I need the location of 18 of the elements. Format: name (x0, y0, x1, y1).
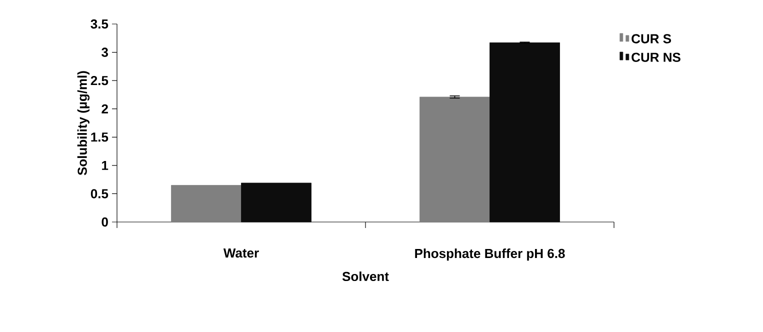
x-tick-label: Phosphate Buffer pH 6.8 (415, 248, 565, 261)
y-tick-label: 1 (102, 160, 108, 170)
bar (490, 42, 560, 222)
y-tick-label: 1.5 (91, 132, 108, 142)
y-tick-label: 3 (102, 48, 108, 57)
legend-label: CUR S (632, 34, 672, 44)
y-tick-label: 2.5 (90, 76, 108, 86)
x-tick-label: Water (223, 248, 259, 258)
x-axis-title: Solvent (342, 272, 389, 282)
bar (241, 182, 312, 222)
y-tick-label: 2 (102, 104, 108, 114)
bar (420, 96, 490, 222)
y-tick-label: 0.5 (90, 189, 108, 198)
y-axis-title: Solubility (µg/ml) (77, 71, 90, 176)
bar (171, 185, 242, 222)
y-tick-label: 0 (102, 217, 108, 227)
legend-label: CUR NS (632, 52, 680, 62)
y-tick-label: 3.5 (90, 19, 108, 29)
